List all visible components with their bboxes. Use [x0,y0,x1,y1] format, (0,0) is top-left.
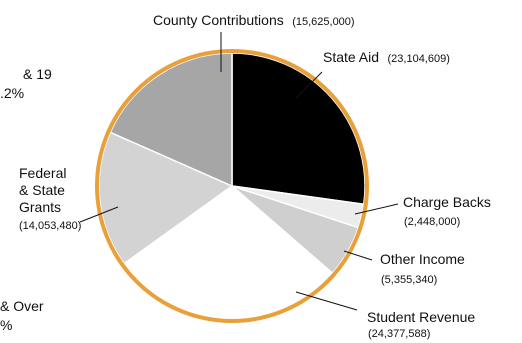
clipped-fragment-1: & 19 [23,66,52,82]
leader-line-student-revenue [295,291,358,311]
leader-line-other-income [343,250,373,261]
leader-line-charge-backs [354,203,399,215]
slice-label-county-contributions: County Contributions (15,625,000) [153,12,355,29]
slice-value-student-revenue: (24,377,588) [368,328,430,340]
slice-name-federal-state-grants-line2: & State [19,182,65,198]
pie-outline-ring [95,49,369,323]
slice-name-federal-state-grants-line3: Grants [19,199,61,215]
pie-slice-student-revenue [123,185,334,320]
pie-slice-federal-state-grants [98,131,234,265]
slice-value-charge-backs: (2,448,000) [404,216,460,228]
slice-name-federal-state-grants-line1: Federal [19,165,66,181]
clipped-fragment-4: % [0,317,12,333]
clipped-fragment-2: .2% [0,85,24,101]
slice-name-charge-backs: Charge Backs [403,194,491,210]
pie-slice-county-contributions [109,52,233,188]
slice-value-other-income: (5,355,340) [381,274,437,286]
slice-name-other-income: Other Income [380,251,465,267]
slice-value-federal-state-grants: (14,053,480) [19,220,81,232]
slice-name-student-revenue: Student Revenue [367,309,475,325]
leader-line-federal-state-grants [79,206,119,223]
leader-line-state-aid [295,71,323,99]
pie-slice-state-aid [231,52,366,206]
pie-slices [98,52,366,320]
slice-label-state-aid: State Aid (23,104,609) [323,49,450,66]
clipped-fragment-3: & Over [0,298,44,314]
